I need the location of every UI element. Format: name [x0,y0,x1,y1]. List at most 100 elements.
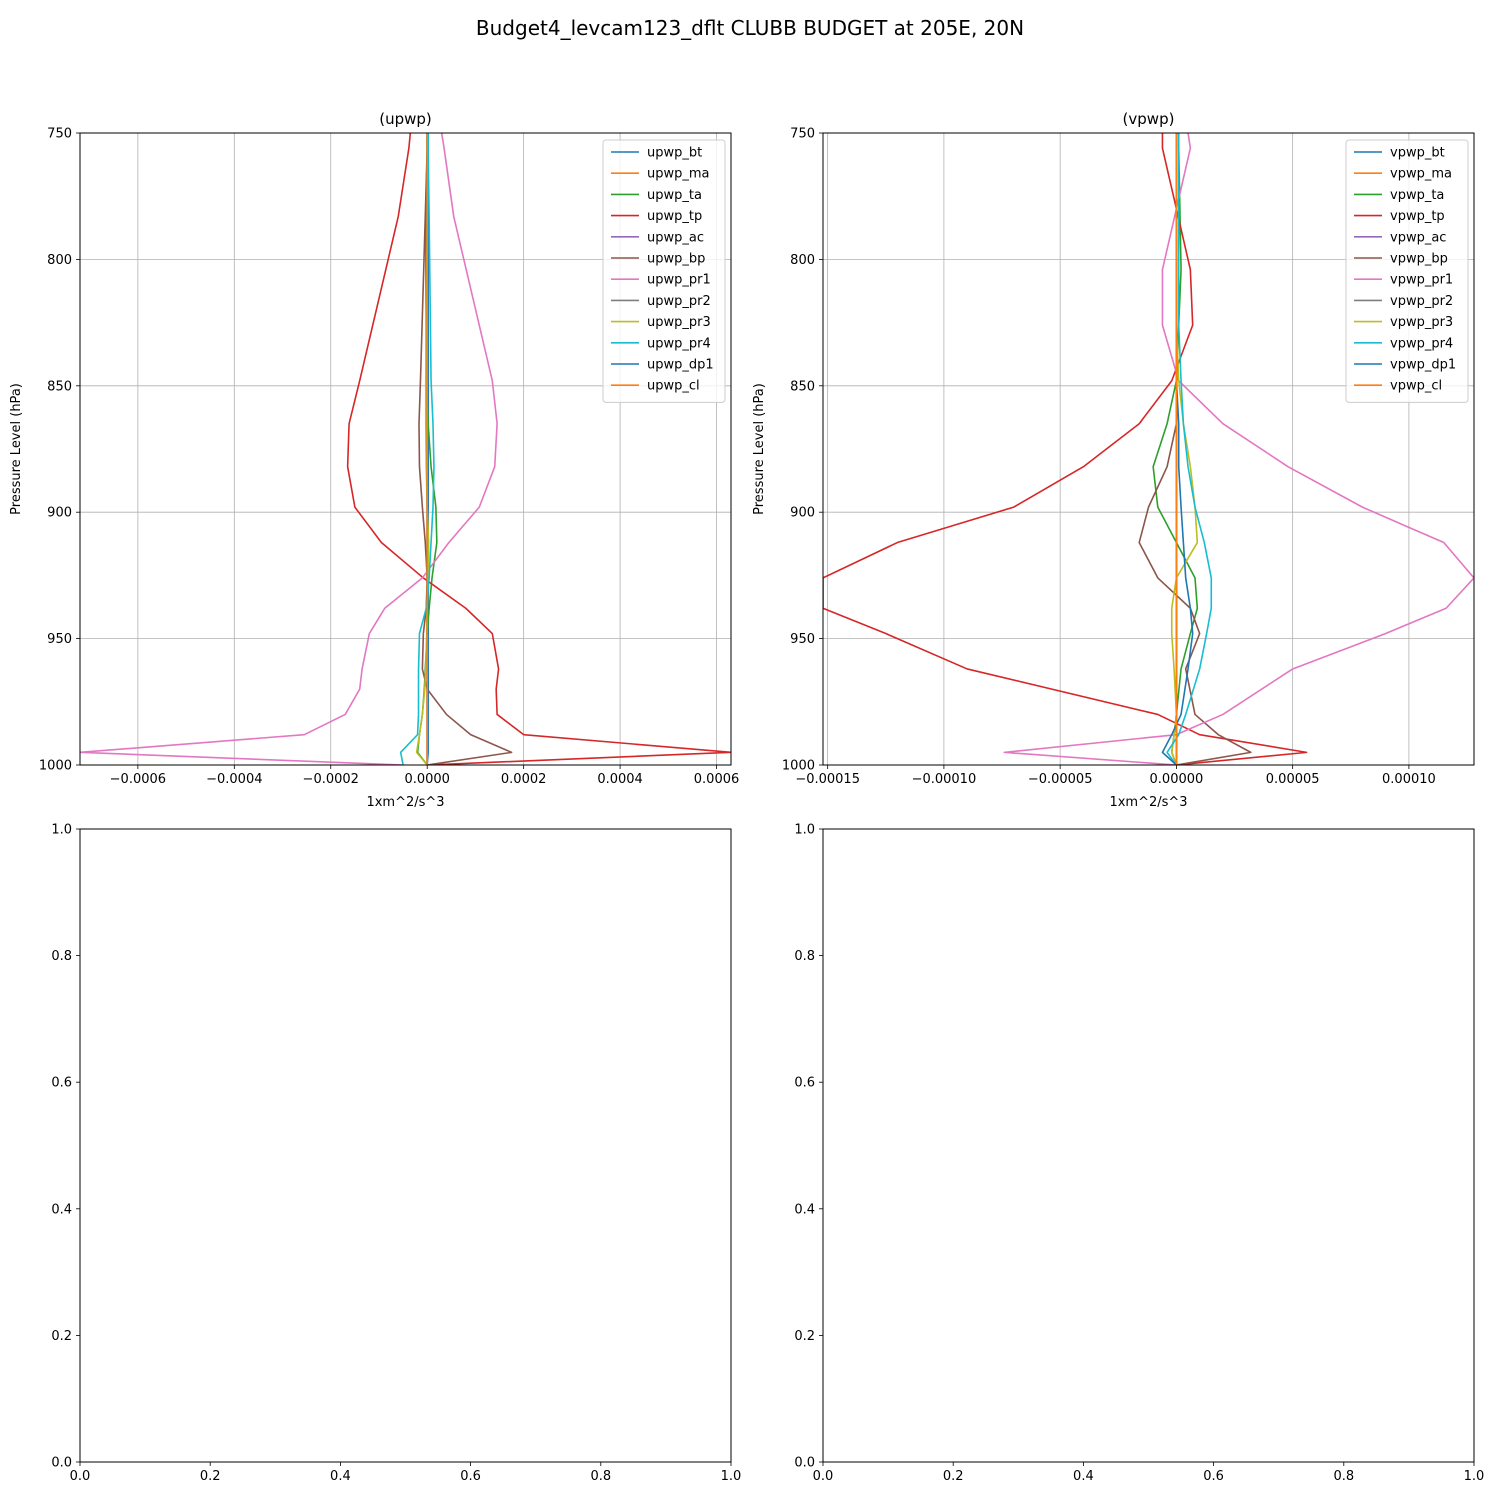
x-tick-label: 0.00005 [1266,772,1320,787]
series-line-vpwp_bp [1138,133,1252,765]
x-tick-label: −0.0006 [110,772,166,787]
legend-label: vpwp_pr4 [1390,336,1453,351]
y-tick-label: 900 [790,506,815,521]
axes-frame [822,828,1475,1463]
y-tick-label: 0.4 [794,1202,815,1217]
x-tick-label: −0.00015 [795,772,860,787]
y-axis-label: Pressure Level (hPa) [752,383,767,515]
legend-label: vpwp_pr1 [1390,273,1453,288]
x-tick-label: 0.0 [813,1469,834,1484]
y-tick-label: 0.0 [794,1456,815,1471]
x-tick-label: 1.0 [1464,1469,1485,1484]
legend-label: vpwp_ma [1390,167,1452,182]
y-tick-label: 1.0 [794,823,815,838]
legend: vpwp_bt vpwp_ma vpwp_ta vpwp_tp vpwp_ac vpwp_… [1345,139,1469,403]
y-tick-label: 900 [47,506,72,521]
legend-label: upwp_ac [647,230,704,245]
x-tick-label: −0.00010 [912,772,977,787]
x-tick-label: 0.8 [1333,1469,1354,1484]
x-tick-label: 0.0000 [404,772,450,787]
x-tick-label: 0.0002 [501,772,547,787]
y-tick-label: 950 [47,632,72,647]
x-tick-label: 0.0006 [694,772,740,787]
legend-label: vpwp_ta [1390,188,1444,203]
x-tick-label: 0.8 [590,1469,611,1484]
x-tick-label: 0.0004 [597,772,643,787]
legend-label: vpwp_pr3 [1390,315,1453,330]
series-group [823,133,1474,765]
legend-label: upwp_dp1 [647,358,714,373]
x-tick-label: 0.00000 [1150,772,1204,787]
legend-label: upwp_pr3 [647,315,711,330]
legend-label: vpwp_dp1 [1390,358,1456,373]
legend-label: upwp_pr4 [647,336,711,351]
x-tick-label: 1.0 [721,1469,742,1484]
y-tick-label: 1.0 [51,823,72,838]
series-line-upwp_pr4 [399,133,435,765]
legend-label: upwp_pr1 [647,273,711,288]
y-tick-label: 800 [47,253,72,268]
series-line-vpwp_pr4 [1166,133,1213,765]
x-tick-label: 0.4 [330,1469,351,1484]
axes-title: (vpwp) [1123,110,1175,128]
legend-label: vpwp_tp [1390,209,1445,224]
y-tick-label: 0.6 [51,1076,72,1091]
legend-label: vpwp_bp [1390,252,1448,267]
y-tick-label: 750 [790,127,815,142]
x-tick-label: 0.2 [200,1469,221,1484]
y-tick-label: 950 [790,632,815,647]
x-axis-label: 1xm^2/s^3 [1109,795,1187,810]
legend-label: upwp_pr2 [647,294,711,309]
y-tick-label: 0.2 [794,1329,815,1344]
legend-label: upwp_bp [647,252,705,267]
legend-label: vpwp_pr2 [1390,294,1453,309]
x-tick-label: 0.2 [943,1469,964,1484]
series-line-vpwp_tp [823,133,1308,765]
y-tick-label: 800 [790,253,815,268]
legend-label: upwp_cl [647,379,700,394]
chart-vpwp: −0.00015 −0.00010 −0.00005 0.00000 0.00005 0.… [752,110,1475,810]
y-tick-label: 850 [790,379,815,394]
y-tick-label: 1000 [782,759,815,774]
figure-title: Budget4_levcam123_dflt CLUBB BUDGET at 2… [475,16,1025,40]
x-tick-label: 0.0 [70,1469,91,1484]
x-tick-label: 0.6 [460,1469,481,1484]
y-tick-label: 0.8 [51,949,72,964]
legend: upwp_bt upwp_ma upwp_ta upwp_tp upwp_ac upwp_… [602,139,726,403]
x-tick-label: −0.0002 [303,772,359,787]
y-tick-label: 850 [47,379,72,394]
legend-label: vpwp_cl [1390,379,1442,394]
y-tick-label: 0.0 [51,1456,72,1471]
legend-label: upwp_tp [647,209,702,224]
chart-empty-bottom-left: 0.0 0.2 0.4 0.6 0.8 1.0 0.0 0.2 0.4 0.6 0.8 1.0 [51,823,741,1485]
x-tick-label: 0.4 [1073,1469,1094,1484]
x-tick-label: 0.00010 [1382,772,1436,787]
axes-frame [822,132,1475,766]
chart-empty-bottom-right: 0.0 0.2 0.4 0.6 0.8 1.0 0.0 0.2 0.4 0.6 0.8 1.0 [794,823,1484,1485]
y-axis-label: Pressure Level (hPa) [9,383,24,515]
legend-label: upwp_ma [647,167,710,182]
y-tick-label: 0.4 [51,1202,72,1217]
y-tick-label: 0.6 [794,1076,815,1091]
series-line-upwp_pr3 [415,133,430,765]
legend-label: vpwp_ac [1390,230,1446,245]
x-axis-label: 1xm^2/s^3 [366,795,444,810]
axes-frame [79,828,732,1463]
series-line-vpwp_pr3 [1170,133,1199,765]
series-line-upwp_pr1 [80,133,498,765]
chart-upwp: −0.0006 −0.0004 −0.0002 0.0000 0.0002 0.0004 0… [9,110,739,810]
series-line-vpwp_pr1 [1003,133,1474,765]
legend-label: upwp_bt [647,146,702,161]
legend-label: upwp_ta [647,188,702,203]
y-tick-label: 0.8 [794,949,815,964]
x-tick-label: −0.00005 [1028,772,1093,787]
series-line-vpwp_ta [1152,133,1199,765]
y-tick-label: 1000 [39,759,72,774]
legend-label: vpwp_bt [1390,146,1445,161]
series-group [80,133,731,765]
legend-frame [602,139,726,403]
y-tick-label: 750 [47,127,72,142]
x-tick-label: −0.0004 [206,772,262,787]
y-tick-label: 0.2 [51,1329,72,1344]
